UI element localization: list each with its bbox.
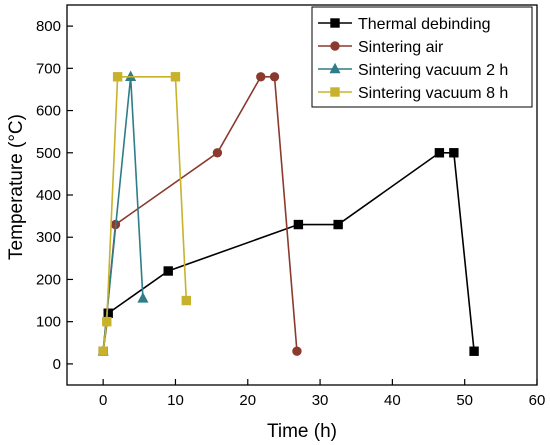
data-point (170, 72, 181, 82)
y-tick-label: 200 (36, 271, 61, 288)
data-point (98, 346, 108, 356)
y-tick-label: 800 (36, 18, 61, 35)
data-point (269, 72, 280, 82)
data-point (292, 346, 302, 356)
data-point (293, 219, 304, 230)
data-point (181, 295, 192, 306)
x-tick-label: 0 (99, 392, 107, 409)
y-tick-label: 600 (36, 103, 61, 120)
legend-label: Thermal debinding (358, 16, 491, 33)
legend-marker (330, 41, 340, 51)
legend-marker (330, 18, 340, 28)
y-tick-label: 400 (36, 187, 61, 204)
x-tick-label: 10 (167, 392, 184, 409)
legend: Thermal debinding Sintering air Sintering … (311, 6, 533, 108)
data-point (112, 72, 123, 82)
x-tick-label: 40 (384, 392, 401, 409)
x-tick-label: 50 (456, 392, 473, 409)
y-tick-label: 300 (36, 229, 61, 246)
x-axis-label: Time (h) (267, 421, 337, 442)
legend-marker (330, 87, 340, 97)
series-1 (98, 148, 479, 356)
x-tick-label: 60 (529, 392, 546, 409)
x-tick-label: 20 (239, 392, 256, 409)
y-tick-label: 100 (36, 314, 61, 331)
data-point (102, 316, 112, 327)
x-tick-label: 30 (312, 392, 329, 409)
legend-label: Sintering air (358, 39, 444, 56)
legend-label: Sintering vacuum 2 h (358, 62, 508, 79)
series-line (102, 75, 188, 352)
series-2 (98, 72, 302, 356)
data-point (333, 219, 343, 230)
data-point (256, 72, 266, 82)
legend-marker (329, 62, 341, 74)
legend-label: Sintering vacuum 8 h (358, 85, 508, 102)
series-layer (97, 70, 479, 356)
data-point (212, 148, 223, 158)
y-tick-label: 500 (36, 145, 61, 162)
data-point (449, 148, 459, 158)
data-point (469, 346, 479, 356)
data-point (103, 308, 113, 318)
data-point (137, 292, 149, 303)
data-point (434, 148, 445, 158)
y-tick-label: 0 (53, 356, 61, 373)
series-4 (98, 72, 192, 356)
y-tick-label: 700 (36, 60, 61, 77)
data-point (163, 266, 173, 276)
y-axis-label: Temperature (°C) (6, 114, 27, 260)
